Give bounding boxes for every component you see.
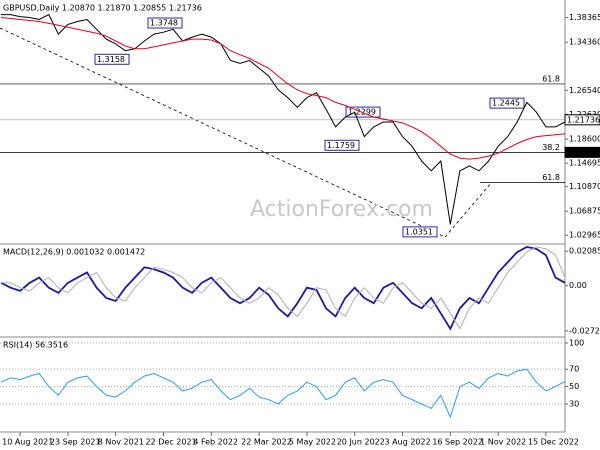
x-tick-label: 22 Dec 2021: [146, 438, 197, 447]
x-tick-label: 3 Aug 2022: [385, 438, 431, 447]
x-tick-label: 10 Aug 2021: [2, 438, 53, 447]
series-line: [1, 13, 566, 225]
y-tick-label: 30: [569, 400, 579, 409]
annotation-label: 1.3158: [97, 55, 125, 64]
x-tick-label: 22 Mar 2022: [241, 438, 292, 447]
y-tick-label: 50: [569, 382, 579, 391]
panel-title: MACD(12,26,9) 0.001032 0.001472: [3, 248, 145, 257]
annotation-label: 1.2445: [492, 99, 520, 108]
annotation-box: [402, 226, 438, 238]
y-tick-label: 1.38365: [569, 13, 600, 22]
y-tick-label: 100: [569, 339, 584, 348]
annotation-label: 1.0351: [405, 227, 433, 236]
trend-line: [444, 181, 493, 238]
watermark: ActionForex.com: [250, 197, 433, 222]
y-tick-label: 1.18600: [569, 135, 600, 144]
fib-label: 38.2: [542, 143, 560, 152]
y-tick-label: 70: [569, 365, 579, 374]
x-tick-label: 20 Jun 2022: [337, 438, 385, 447]
series-line: [0, 17, 566, 160]
price-tag: [564, 146, 600, 158]
x-tick-label: 8 Nov 2021: [98, 438, 144, 447]
annotation-box: [489, 97, 525, 109]
y-tick-label: 1.10870: [569, 182, 600, 191]
y-tick-label: 1.14695: [569, 159, 600, 168]
price-tag: [564, 114, 600, 126]
panel-title: RSI(14) 56.3516: [3, 341, 68, 350]
annotation-box: [324, 139, 360, 151]
annotation-label: 1.1759: [327, 141, 355, 150]
y-tick-label: 1.26540: [569, 86, 600, 95]
x-tick-label: 16 Sep 2022: [432, 438, 483, 447]
x-tick-label: 4 Feb 2022: [193, 438, 238, 447]
fib-label: 61.8: [542, 74, 560, 83]
x-tick-label: 15 Dec 2022: [528, 438, 579, 447]
y-tick-label: 1.34360: [569, 38, 600, 47]
series-line: [1, 246, 566, 330]
price-tag-label: 1.21736: [567, 115, 600, 124]
y-tick-label: 0.00: [569, 281, 587, 290]
annotation-box: [94, 53, 130, 65]
x-tick-label: 23 Sep 2021: [50, 438, 101, 447]
y-tick-label: 1.02965: [569, 231, 600, 240]
y-tick-label: 1.06875: [569, 207, 600, 216]
x-tick-label: 1 Nov 2022: [480, 438, 526, 447]
fib-label: 61.8: [542, 173, 560, 182]
series-line: [0, 368, 566, 419]
y-tick-label: -0.027213: [569, 326, 600, 335]
annotation-box: [345, 106, 381, 118]
series-line: [0, 245, 566, 331]
panel-title: GBPUSD,Daily 1.20870 1.21870 1.20855 1.2…: [3, 4, 202, 13]
y-tick-label: 0.020858: [569, 247, 600, 256]
price-tag-label: 1.16440: [567, 148, 600, 157]
trend-line: [0, 27, 446, 238]
annotation-box: [147, 17, 183, 29]
x-tick-label: 5 May 2022: [289, 438, 336, 447]
annotation-label: 1.3748: [150, 19, 178, 28]
